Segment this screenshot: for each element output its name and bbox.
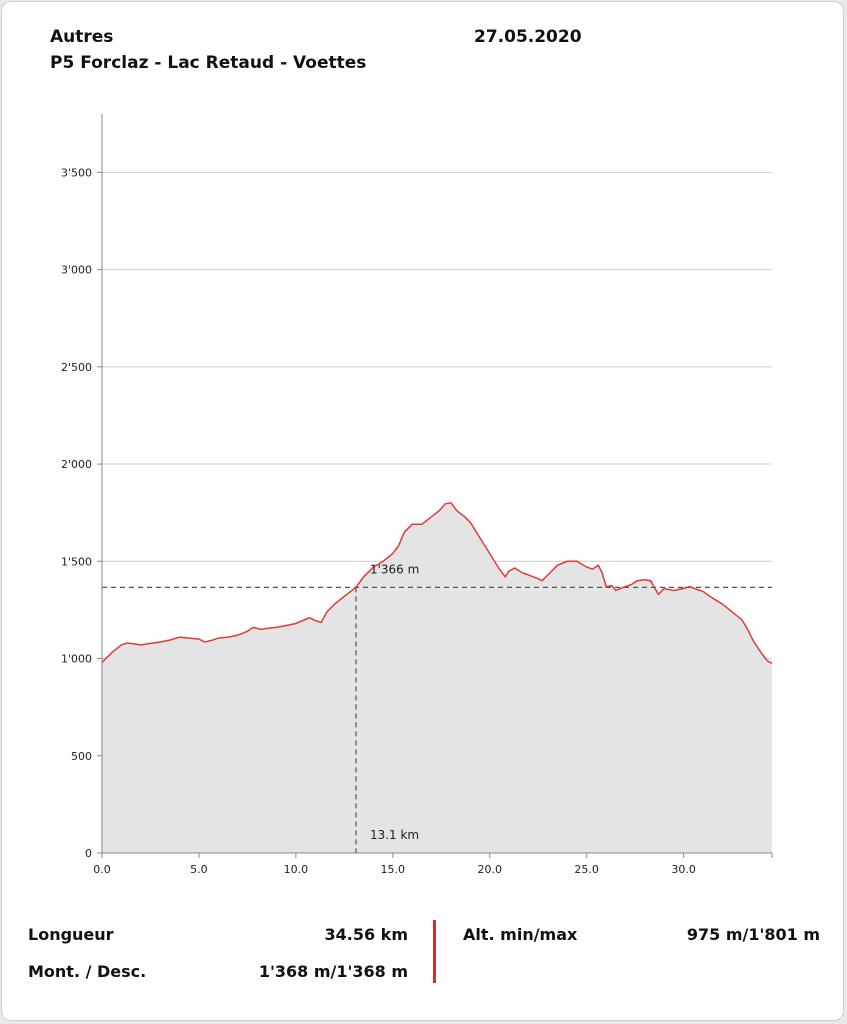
x-tick-label: 25.0 xyxy=(574,863,599,876)
y-tick-label: 2'000 xyxy=(61,458,92,471)
altitude-minmax-label: Alt. min/max xyxy=(463,925,578,944)
y-tick-label: 500 xyxy=(71,750,92,763)
ascent-descent-label: Mont. / Desc. xyxy=(28,962,147,981)
date-label: 27.05.2020 xyxy=(474,27,582,47)
marker-altitude-label: 1'366 m xyxy=(370,562,419,576)
y-tick-label: 2'500 xyxy=(61,361,92,374)
x-tick-label: 5.0 xyxy=(190,863,208,876)
length-label: Longueur xyxy=(28,925,114,944)
elevation-line xyxy=(101,501,773,665)
length-value: 34.56 km xyxy=(324,925,409,944)
y-tick-label: 3'500 xyxy=(61,166,92,179)
ascent-descent-value: 1'368 m/1'368 m xyxy=(258,962,408,981)
x-tick-label: 30.0 xyxy=(671,863,696,876)
y-tick-label: 3'000 xyxy=(61,264,92,277)
category-title: Autres xyxy=(50,27,114,47)
y-tick-label: 1'500 xyxy=(61,555,92,568)
marker-distance-label: 13.1 km xyxy=(370,828,419,842)
x-tick-label: 20.0 xyxy=(477,863,502,876)
stats-divider xyxy=(433,920,436,983)
x-tick-label: 15.0 xyxy=(381,863,406,876)
y-tick-label: 0 xyxy=(85,847,92,860)
y-tick-label: 1'000 xyxy=(61,653,92,666)
altitude-minmax-value: 975 m/1'801 m xyxy=(686,925,820,944)
x-tick-label: 0.0 xyxy=(93,863,111,876)
route-title: P5 Forclaz - Lac Retaud - Voettes xyxy=(50,53,367,73)
x-tick-label: 10.0 xyxy=(284,863,309,876)
elevation-area xyxy=(102,502,772,853)
